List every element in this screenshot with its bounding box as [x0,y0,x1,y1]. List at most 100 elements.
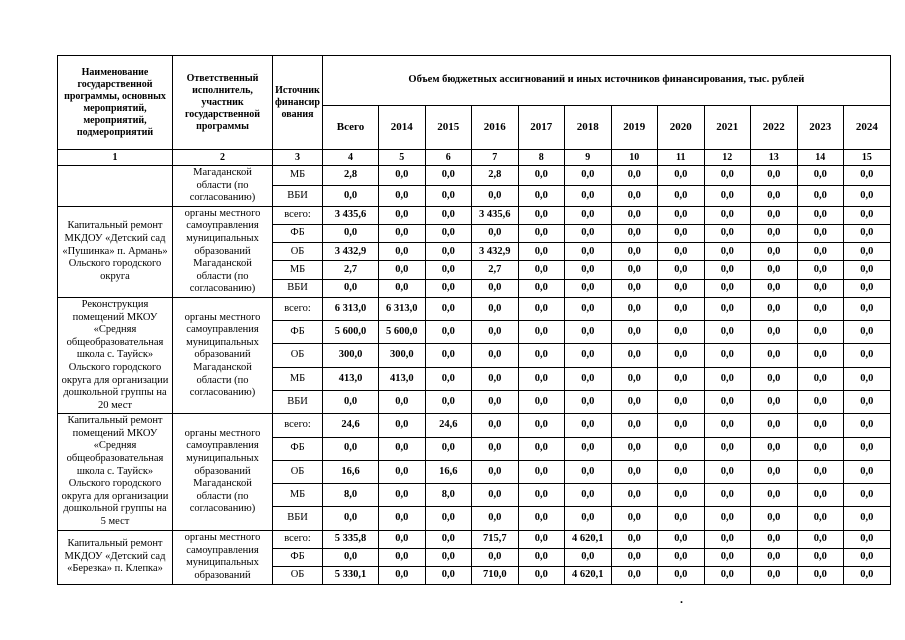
column-number: 12 [703,149,751,166]
value-cell: 0,0 [750,320,798,345]
value-cell: 0,0 [610,164,658,187]
value-cell: 0,0 [322,278,379,298]
value-cell: 0,0 [322,436,379,461]
value-cell: 0,0 [378,223,426,244]
funding-source-cell: ФБ [272,547,323,567]
table-row: Капитальный ремонт МКДОУ «Детский сад «Б… [57,529,891,585]
value-cell: 0,0 [517,223,565,244]
value-cell: 0,0 [378,529,426,549]
value-cell: 0,0 [703,506,751,531]
value-cell: 0,0 [471,185,519,207]
value-cell: 0,0 [657,529,705,549]
value-cell: 0,0 [796,296,844,322]
value-cell: 0,0 [471,278,519,298]
value-cell: 0,0 [517,366,565,392]
value-cell: 0,0 [843,164,891,187]
value-cell: 0,0 [424,389,472,415]
value-cell: 0,0 [843,436,891,461]
value-cell: 0,0 [843,483,891,508]
value-cell: 0,0 [657,565,705,585]
value-cell: 0,0 [703,185,751,207]
value-cell: 0,0 [424,547,472,567]
value-cell: 0,0 [843,547,891,567]
value-cell: 0,0 [322,185,379,207]
value-cell: 0,0 [750,260,798,280]
value-cell: 2,8 [471,164,519,187]
value-cell: 413,0 [378,366,426,392]
value-cell: 5 600,0 [322,320,379,345]
value-cell: 0,0 [424,164,472,187]
value-cell: 0,0 [610,483,658,508]
value-cell: 0,0 [564,389,612,415]
year-column-header: 2016 [471,105,519,150]
value-cell: 0,0 [517,296,565,322]
table-row: МБ 413,0 413,0 0,0 0,0 0,0 0,0 0,0 0,0 0,0 0,0 0,0 0… [58,366,891,392]
table-row: Реконструкция помещений МКОУ «Средняя об… [57,296,891,415]
value-cell: 0,0 [843,366,891,392]
value-cell: 0,0 [564,320,612,345]
value-cell: 0,0 [610,223,658,244]
value-cell: 0,0 [610,529,658,549]
value-cell: 0,0 [471,436,519,461]
value-cell: 0,0 [657,366,705,392]
value-cell: 3 432,9 [471,242,519,262]
value-cell: 0,0 [703,366,751,392]
value-cell: 0,0 [657,164,705,187]
value-cell: 0,0 [796,185,844,207]
value-cell: 0,0 [610,320,658,345]
funding-source-cell: ОБ [272,565,323,585]
value-cell: 0,0 [750,366,798,392]
value-cell: 0,0 [750,413,798,438]
value-cell: 0,0 [657,459,705,485]
year-column-header: 2015 [424,105,472,150]
value-cell: 0,0 [657,547,705,567]
funding-source-cell: ОБ [272,459,323,485]
value-cell: 0,0 [703,389,751,415]
value-cell: 0,0 [378,205,426,226]
value-cell: 0,0 [843,459,891,485]
value-cell: 0,0 [424,320,472,345]
funding-source-cell: ВБИ [272,506,323,531]
value-cell: 0,0 [517,565,565,585]
column-number-row: 1 2 3 4 5 6 7 8 9 10 11 12 13 14 15 [57,149,891,166]
value-cell: 0,0 [517,529,565,549]
value-cell: 0,0 [843,320,891,345]
value-cell: 0,0 [517,459,565,485]
executor-cell: органы местного самоуправления муниципал… [172,529,273,585]
value-cell: 0,0 [703,547,751,567]
column-number: 13 [750,149,798,166]
value-cell: 0,0 [703,164,751,187]
table-row: ОБ 3 432,9 0,0 0,0 3 432,9 0,0 0,0 0,0 0,0 0,0 0,0… [58,242,891,262]
header-row-top: Наименование государственной программы, … [57,55,891,150]
value-cell: 0,0 [750,483,798,508]
value-cell: 0,0 [750,296,798,322]
value-cell: 0,0 [424,436,472,461]
value-cell: 0,0 [703,436,751,461]
value-cell: 0,0 [424,343,472,368]
value-cell: 0,0 [610,547,658,567]
funding-source-cell: всего: [272,529,323,549]
funding-source-cell: ФБ [272,436,323,461]
value-cell: 0,0 [610,260,658,280]
column-number: 9 [564,149,612,166]
value-cell: 0,0 [564,506,612,531]
year-column-header: 2014 [378,105,426,150]
funding-source-cell: ВБИ [272,278,323,298]
value-cell: 0,0 [378,278,426,298]
value-cell: 0,0 [843,242,891,262]
value-cell: 300,0 [378,343,426,368]
value-cell: 0,0 [424,223,472,244]
value-cell: 0,0 [750,459,798,485]
funding-source-cell: ФБ [272,320,323,345]
header-funding-source: Источник финансирования [272,55,323,150]
value-cell: 0,0 [424,529,472,549]
value-cell: 0,0 [517,547,565,567]
value-cell: 0,0 [703,320,751,345]
table-row: ВБИ 0,0 0,0 0,0 0,0 0,0 0,0 0,0 0,0 0,0 0,0 0,0 0,0 [58,506,891,531]
value-cell: 0,0 [378,389,426,415]
value-cell: 0,0 [378,185,426,207]
value-cell: 0,0 [610,278,658,298]
value-cell: 0,0 [471,459,519,485]
value-cell: 24,6 [322,413,379,438]
value-cell: 0,0 [471,343,519,368]
